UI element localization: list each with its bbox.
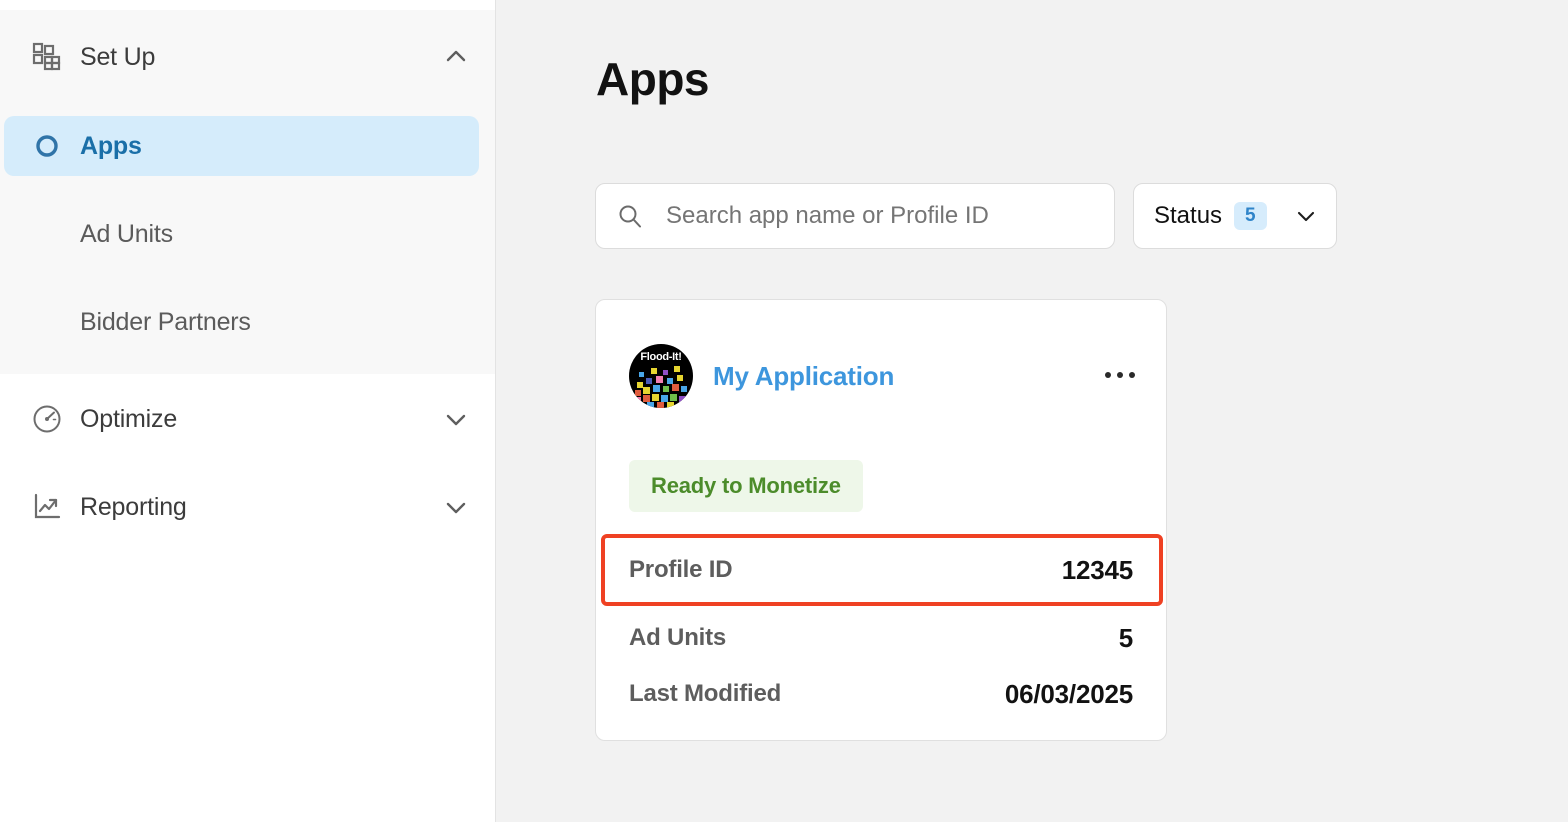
app-avatar-label: Flood-It! bbox=[640, 351, 682, 363]
chevron-down-icon[interactable] bbox=[441, 404, 471, 434]
row-value-ad-units: 5 bbox=[1118, 622, 1133, 653]
kebab-menu-icon[interactable] bbox=[1098, 358, 1142, 392]
sidebar-item-apps[interactable]: Apps bbox=[4, 116, 479, 176]
row-label-ad-units: Ad Units bbox=[629, 624, 727, 651]
sidebar-group-label-optimize: Optimize bbox=[80, 404, 178, 433]
blocks-grid-icon bbox=[30, 40, 64, 74]
sidebar-item-bidder-partners[interactable]: Bidder Partners bbox=[4, 292, 479, 352]
filter-row: Status 5 bbox=[595, 183, 1337, 249]
app-avatar: Flood-It! bbox=[629, 344, 693, 408]
sidebar-setup-section bbox=[0, 10, 495, 374]
main-content: Apps Status 5 bbox=[496, 0, 1568, 822]
kebab-dot bbox=[1129, 372, 1135, 378]
row-value-last-modified: 06/03/2025 bbox=[1004, 678, 1133, 709]
sidebar-group-optimize[interactable]: Optimize bbox=[0, 388, 495, 450]
status-filter-dropdown[interactable]: Status 5 bbox=[1133, 183, 1337, 249]
status-filter-label: Status bbox=[1154, 202, 1223, 229]
search-icon bbox=[616, 202, 644, 230]
app-card-header: Flood-It! bbox=[629, 343, 1142, 409]
search-box[interactable] bbox=[595, 183, 1115, 249]
table-row-profile-id: Profile ID 12345 bbox=[601, 534, 1163, 606]
sidebar-group-label-set-up: Set Up bbox=[80, 42, 156, 71]
kebab-dot bbox=[1105, 372, 1111, 378]
sidebar: Set Up Apps Ad Units Bidder Partners bbox=[0, 0, 496, 822]
app-card: Flood-It! bbox=[595, 299, 1167, 741]
sidebar-group-reporting[interactable]: Reporting bbox=[0, 476, 495, 538]
line-chart-icon bbox=[30, 490, 64, 524]
table-row-last-modified: Last Modified 06/03/2025 bbox=[596, 666, 1166, 722]
chevron-down-icon[interactable] bbox=[1294, 204, 1318, 228]
page-title: Apps bbox=[596, 53, 710, 105]
chevron-down-icon[interactable] bbox=[441, 492, 471, 522]
sidebar-item-label-apps: Apps bbox=[80, 131, 142, 160]
sidebar-group-label-reporting: Reporting bbox=[80, 492, 187, 521]
sidebar-item-ad-units[interactable]: Ad Units bbox=[4, 204, 479, 264]
circle-ring-icon bbox=[30, 129, 64, 163]
row-label-profile-id: Profile ID bbox=[629, 556, 733, 583]
search-input[interactable] bbox=[666, 202, 1094, 230]
gauge-icon bbox=[30, 402, 64, 436]
status-badge: Ready to Monetize bbox=[629, 460, 863, 512]
table-row-ad-units: Ad Units 5 bbox=[596, 610, 1166, 666]
row-value-profile-id: 12345 bbox=[1061, 554, 1134, 585]
sidebar-group-set-up[interactable]: Set Up bbox=[0, 26, 495, 88]
sidebar-item-label-ad-units: Ad Units bbox=[80, 219, 173, 248]
row-label-last-modified: Last Modified bbox=[629, 680, 782, 707]
app-name-link[interactable]: My Application bbox=[713, 360, 895, 391]
status-filter-count-badge: 5 bbox=[1234, 201, 1267, 231]
kebab-dot bbox=[1117, 372, 1123, 378]
chevron-up-icon[interactable] bbox=[441, 42, 471, 72]
sidebar-item-label-bidder-partners: Bidder Partners bbox=[80, 307, 251, 336]
app-card-rows: Profile ID 12345 Ad Units 5 Last Modifie… bbox=[596, 534, 1166, 722]
